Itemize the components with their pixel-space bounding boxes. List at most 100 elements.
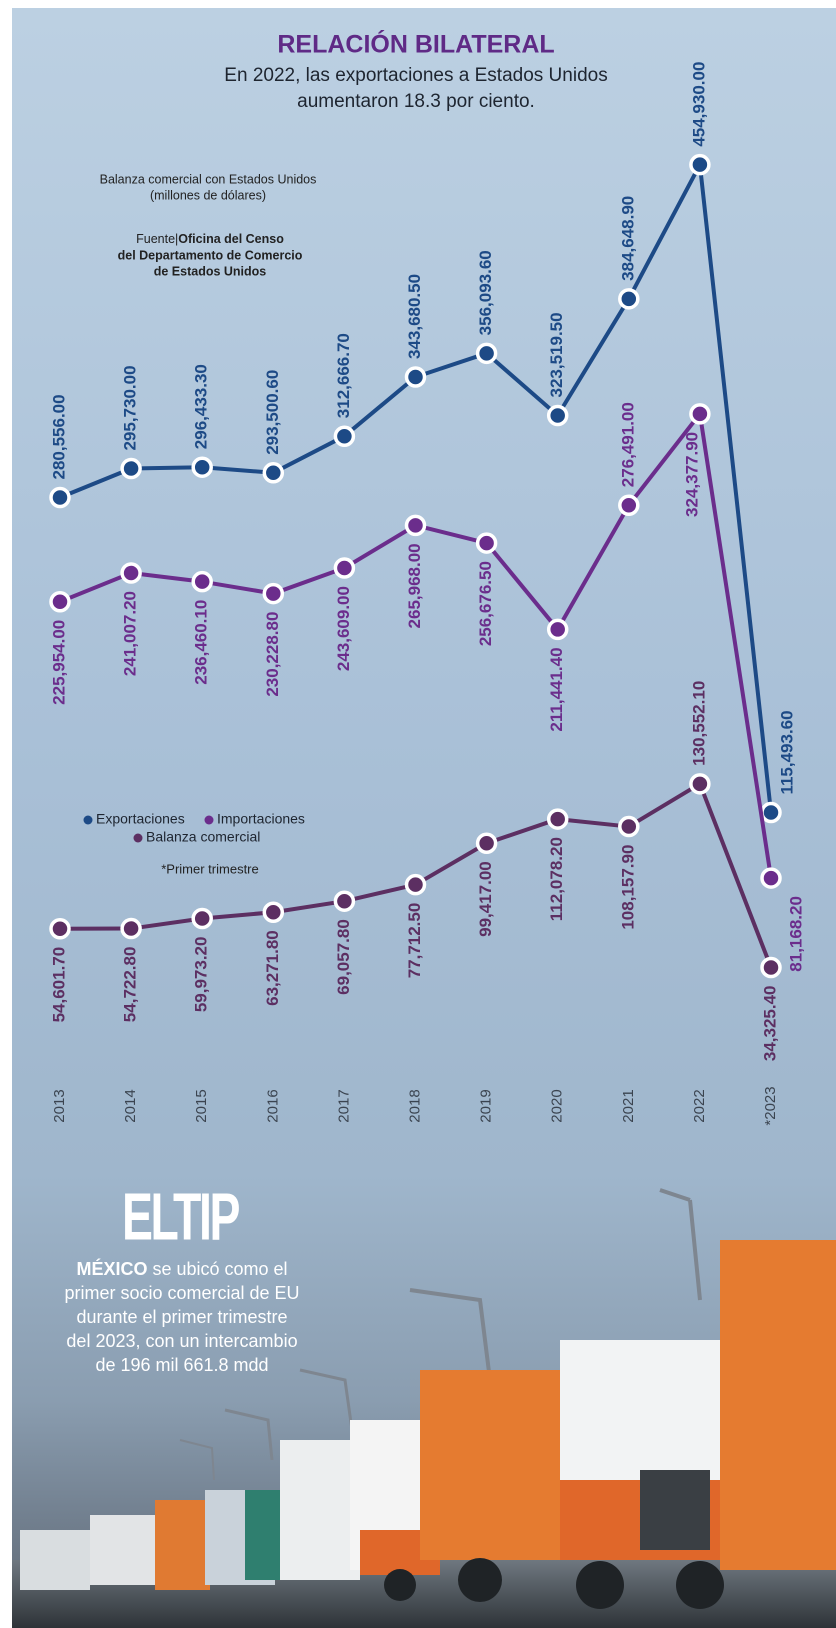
data-point xyxy=(262,582,285,605)
data-point xyxy=(191,570,213,593)
x-tick-label: 2016 xyxy=(264,1089,281,1122)
tip-lead: MÉXICO xyxy=(76,1258,147,1279)
footnote: *Primer trimestre xyxy=(161,861,259,876)
data-point xyxy=(333,425,356,447)
x-tick-label: 2020 xyxy=(549,1089,566,1122)
chart-title: RELACIÓN BILATERAL xyxy=(277,29,554,59)
value-label: 324,377.90 xyxy=(682,432,701,517)
data-point xyxy=(120,917,142,940)
data-point xyxy=(760,956,782,979)
tip-line: primer socio comercial de EU xyxy=(64,1283,299,1303)
legend-swatch xyxy=(133,833,143,843)
x-tick-label: 2014 xyxy=(122,1089,139,1122)
data-point xyxy=(760,867,782,889)
data-point xyxy=(618,288,640,310)
value-label: 356,093.60 xyxy=(476,250,495,335)
data-point xyxy=(404,366,427,388)
value-label: 69,057.80 xyxy=(334,919,353,995)
data-point xyxy=(618,815,640,838)
data-point xyxy=(333,890,356,912)
source-name: de Estados Unidos xyxy=(154,264,267,278)
value-label: 54,601.70 xyxy=(49,947,68,1023)
source-label: Fuente| xyxy=(136,232,178,246)
value-label: 384,648.90 xyxy=(618,196,637,281)
value-label: 256,676.50 xyxy=(476,561,495,646)
data-point xyxy=(404,514,427,537)
x-tick-label: 2022 xyxy=(691,1089,708,1122)
legend-swatch xyxy=(204,815,214,825)
source-name: Oficina del Censo xyxy=(178,232,284,246)
legend-label: Balanza comercial xyxy=(146,829,260,845)
value-label: 276,491.00 xyxy=(618,402,637,487)
value-label: 63,271.80 xyxy=(263,930,282,1006)
data-point xyxy=(191,907,213,930)
data-point xyxy=(689,773,711,795)
value-label: 243,609.00 xyxy=(334,586,353,671)
value-label: 211,441.40 xyxy=(547,647,566,731)
value-label: 454,930.00 xyxy=(689,62,708,147)
tip-line: de 196 mil 661.8 mdd xyxy=(95,1355,268,1375)
axis-note: (millones de dólares) xyxy=(150,188,266,202)
tip-line: del 2023, con un intercambio xyxy=(66,1331,297,1351)
data-point xyxy=(120,457,142,480)
photo xyxy=(12,1188,836,1628)
value-label: 236,460.10 xyxy=(192,600,211,685)
data-point xyxy=(475,832,498,854)
value-label: 115,493.60 xyxy=(777,710,796,794)
x-tick-label: *2023 xyxy=(762,1086,779,1125)
data-point xyxy=(404,873,427,896)
data-point xyxy=(49,918,71,940)
source-name: del Departamento de Comercio xyxy=(118,248,303,262)
legend-swatch xyxy=(83,815,93,825)
value-label: 265,968.00 xyxy=(405,543,424,628)
value-label: 323,519.50 xyxy=(547,312,566,397)
tip-heading: ELTIP xyxy=(122,1180,239,1254)
data-point xyxy=(618,494,640,517)
data-point xyxy=(546,404,569,427)
value-label: 34,325.40 xyxy=(760,985,779,1061)
legend-label: Exportaciones xyxy=(96,811,185,827)
value-label: 230,228.80 xyxy=(263,612,282,697)
tip-line: durante el primer trimestre xyxy=(76,1307,287,1327)
value-label: 280,556.00 xyxy=(49,394,68,479)
axis-note: Balanza comercial con Estados Unidos xyxy=(100,172,317,186)
data-point xyxy=(475,342,498,365)
x-tick-label: 2018 xyxy=(406,1089,423,1122)
subtitle: En 2022, las exportaciones a Estados Uni… xyxy=(224,65,607,86)
x-tick-label: 2019 xyxy=(478,1089,495,1122)
data-point xyxy=(475,532,498,554)
value-label: 108,157.90 xyxy=(618,845,637,930)
subtitle: aumentaron 18.3 por ciento. xyxy=(297,91,535,112)
value-label: 130,552.10 xyxy=(689,681,708,766)
value-label: 296,433.30 xyxy=(192,364,211,449)
value-label: 225,954.00 xyxy=(49,620,68,705)
data-point xyxy=(262,462,285,484)
data-point xyxy=(689,153,711,176)
x-tick-label: 2013 xyxy=(51,1089,68,1122)
tip-text: se ubicó como el xyxy=(147,1259,287,1279)
value-label: 77,712.50 xyxy=(405,903,424,979)
value-label: 99,417.00 xyxy=(476,861,495,937)
source: Fuente|Oficina del Censo xyxy=(136,232,284,246)
tip-line: MÉXICO se ubicó como el xyxy=(76,1258,287,1279)
value-label: 295,730.00 xyxy=(121,365,140,450)
data-point xyxy=(546,618,569,641)
legend-label: Importaciones xyxy=(217,811,305,827)
data-point xyxy=(120,562,142,584)
data-point xyxy=(191,456,213,478)
data-point xyxy=(689,403,711,425)
value-label: 54,722.80 xyxy=(121,947,140,1023)
value-label: 241,007.20 xyxy=(121,591,140,676)
value-label: 112,078.20 xyxy=(547,837,566,921)
x-tick-label: 2015 xyxy=(193,1089,210,1122)
value-label: 81,168.20 xyxy=(786,896,805,972)
x-tick-label: 2021 xyxy=(620,1089,637,1122)
tip-body: MÉXICO se ubicó como el primer socio com… xyxy=(64,1258,299,1375)
data-point xyxy=(546,808,569,830)
value-label: 312,666.70 xyxy=(334,333,353,418)
value-label: 59,973.20 xyxy=(192,937,211,1013)
data-point xyxy=(49,590,71,613)
x-tick-label: 2017 xyxy=(335,1089,352,1122)
